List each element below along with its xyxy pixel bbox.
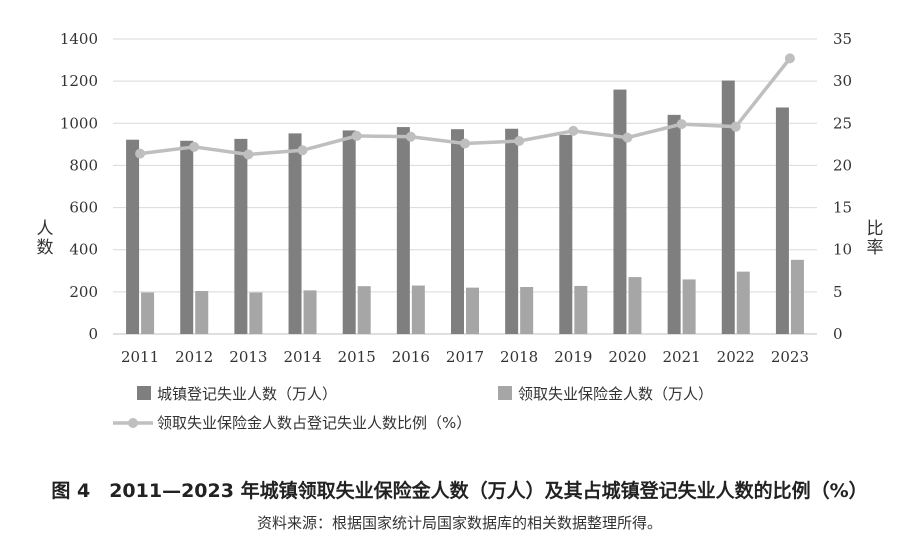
legend: 城镇登记失业人数（万人） 领取失业保险金人数（万人） 领取失业保险金人数占登记失业人…	[113, 385, 713, 432]
bar	[288, 133, 302, 334]
y-tick-label: 1400	[60, 30, 98, 48]
legend-label: 领取失业保险金人数（万人）	[518, 385, 713, 403]
bar	[411, 285, 425, 334]
line-point	[514, 135, 525, 146]
bar	[342, 130, 356, 334]
bar	[180, 140, 194, 334]
y-tick-label: 0	[88, 325, 98, 343]
figure-caption: 图 4 2011—2023 年城镇领取失业保险金人数（万人）及其占城镇登记失业人…	[51, 480, 868, 502]
bar	[520, 287, 534, 334]
source-note: 资料来源：根据国家统计局国家数据库的相关数据整理所得。	[256, 514, 662, 532]
x-tick-label: 2022	[717, 348, 755, 366]
y2-tick-label: 0	[833, 325, 843, 343]
line-point	[135, 148, 146, 159]
y2-tick-label: 25	[833, 114, 852, 132]
line-point	[730, 121, 741, 132]
x-tick-label: 2017	[446, 348, 484, 366]
bar	[667, 114, 681, 334]
bar	[396, 127, 410, 334]
gridlines	[113, 38, 817, 335]
bar	[126, 139, 140, 334]
y-axis-label: 人数	[37, 219, 54, 258]
line-point	[568, 125, 579, 136]
y2-tick-label: 30	[833, 72, 852, 90]
bar	[682, 279, 696, 334]
bar	[613, 89, 627, 334]
axis-ticks: 0 0 200 5 400 10 600 15 800 20 1000 25 1200 30 1400 35 2…	[60, 30, 852, 366]
y-tick-label: 1000	[60, 114, 98, 132]
bar	[775, 107, 789, 334]
line-point	[297, 145, 308, 156]
bar	[466, 287, 479, 334]
bar	[357, 286, 371, 334]
x-tick-label: 2014	[283, 348, 321, 366]
bar	[234, 138, 248, 334]
y-tick-label: 1200	[60, 72, 98, 90]
y2-tick-label: 35	[833, 30, 852, 48]
x-tick-label: 2021	[663, 348, 701, 366]
line-point	[676, 119, 687, 130]
legend-label: 城镇登记失业人数（万人）	[157, 385, 337, 403]
line-point	[243, 149, 254, 160]
line-point	[622, 132, 633, 143]
y2-tick-label: 15	[833, 199, 852, 217]
line-point	[784, 53, 795, 64]
legend-line-marker	[128, 418, 138, 428]
bar	[559, 134, 573, 334]
bar	[628, 277, 642, 334]
x-tick-label: 2013	[229, 348, 267, 366]
x-tick-label: 2011	[121, 348, 159, 366]
bar	[790, 259, 804, 334]
line-point	[189, 141, 200, 152]
bar	[303, 290, 317, 334]
bar	[141, 292, 155, 334]
x-tick-label: 2020	[608, 348, 646, 366]
bar	[451, 129, 464, 334]
line-point	[405, 131, 416, 142]
y2-tick-label: 5	[833, 283, 843, 301]
y-tick-label: 600	[69, 199, 98, 217]
x-tick-label: 2012	[175, 348, 213, 366]
x-tick-label: 2019	[554, 348, 592, 366]
line-point	[351, 130, 362, 141]
y2-axis-label: 比率	[867, 219, 884, 258]
legend-swatch	[137, 386, 151, 400]
y2-tick-label: 20	[833, 156, 852, 174]
y2-tick-label: 10	[833, 241, 852, 259]
bar	[721, 80, 735, 334]
chart: 0 0 200 5 400 10 600 15 800 20 1000 25 1200 30 1400 35 2…	[37, 30, 884, 432]
bar	[505, 128, 519, 334]
bar	[736, 271, 750, 334]
y-tick-label: 200	[69, 283, 98, 301]
line-point	[460, 138, 470, 149]
bar	[249, 292, 263, 334]
legend-swatch	[498, 386, 512, 400]
legend-label: 领取失业保险金人数占登记失业人数比例（%）	[157, 414, 471, 432]
y-tick-label: 800	[69, 156, 98, 174]
bar	[574, 285, 588, 334]
y-tick-label: 400	[69, 241, 98, 259]
ratio-line	[135, 53, 795, 160]
x-tick-label: 2015	[338, 348, 376, 366]
bar	[195, 291, 209, 334]
x-tick-label: 2016	[392, 348, 430, 366]
bars	[126, 80, 804, 334]
x-tick-label: 2018	[500, 348, 538, 366]
x-tick-label: 2023	[771, 348, 809, 366]
